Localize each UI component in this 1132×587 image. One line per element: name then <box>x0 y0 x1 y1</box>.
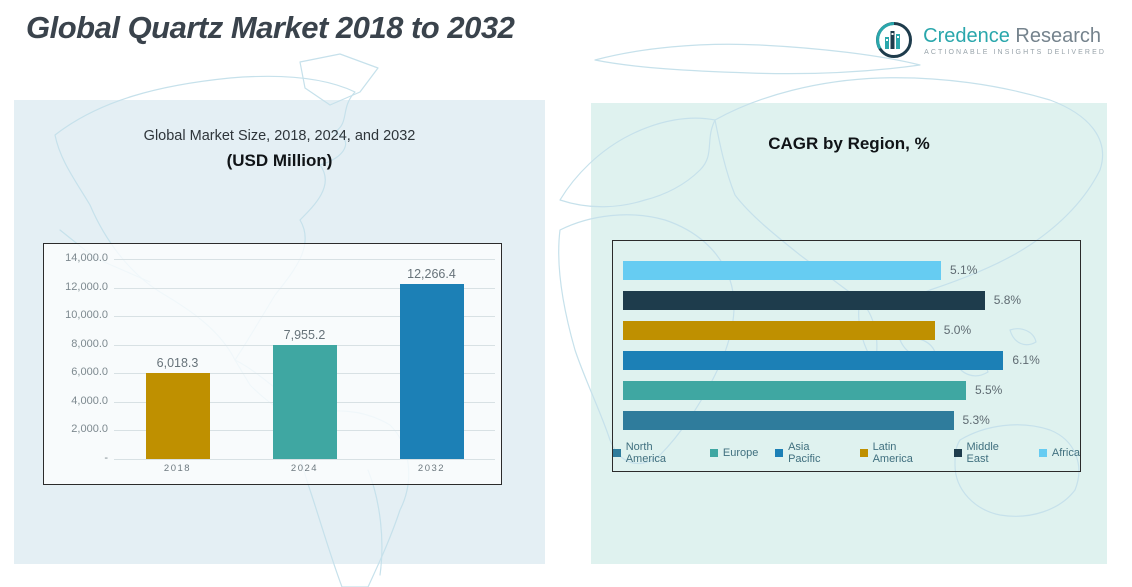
legend-label: Africa <box>1051 447 1080 459</box>
legend-swatch <box>613 449 621 457</box>
bar-row-africa: 5.1% <box>623 255 1072 285</box>
legend-label: Asia Pacific <box>788 441 821 465</box>
bar-asia-pacific <box>623 350 1004 370</box>
legend-swatch <box>709 449 718 457</box>
logo-tagline: ACTIONABLE INSIGHTS DELIVERED <box>924 48 1106 56</box>
cagr-by-region-chart: 5.1% 5.8% 5.0% 6.1% 5.5% 5.3% North America Eu… <box>612 240 1081 472</box>
legend-swatch <box>859 449 868 457</box>
bar-column-2018: 6,018.3 <box>114 259 241 459</box>
logo-brand-secondary: Research <box>1015 24 1102 47</box>
legend-label: Middle East <box>966 441 999 465</box>
bars-area: 6,018.3 7,955.2 12,266.4 <box>114 259 495 459</box>
x-axis-tick-label: 2018 <box>163 463 192 474</box>
y-axis-tick-label: 12,000.0 <box>65 280 108 293</box>
left-chart-title-line2: (USD Million) <box>226 151 333 170</box>
logo-text: Credence Research ACTIONABLE INSIGHTS DE… <box>923 25 1106 56</box>
page-title: Global Quartz Market 2018 to 2032 <box>26 10 515 45</box>
bar-row-middle-east: 5.8% <box>623 285 1072 315</box>
bar-2024 <box>272 345 337 459</box>
credence-research-logo: Credence Research ACTIONABLE INSIGHTS DE… <box>874 20 1106 60</box>
legend-swatch <box>1038 449 1047 457</box>
bar-row-latin-america: 5.0% <box>623 315 1072 345</box>
legend-label: North America <box>625 441 667 465</box>
logo-buildings-icon <box>876 22 913 58</box>
right-chart-title: CAGR by Region, % <box>768 134 930 153</box>
right-chart-rows: 5.1% 5.8% 5.0% 6.1% 5.5% 5.3% <box>623 255 1072 435</box>
bar-column-2024: 7,955.2 <box>241 259 368 459</box>
legend-item-africa: Africa <box>1038 447 1080 459</box>
legend-label: Latin America <box>872 441 913 465</box>
x-axis: 2018 2024 2032 <box>114 463 495 474</box>
bar-2032 <box>399 284 464 459</box>
legend-item-asia-pacific: Asia Pacific <box>775 441 842 465</box>
logo-brand-primary: Credence <box>923 24 1010 47</box>
bar-value-label: 5.5% <box>974 383 1003 397</box>
bar-middle-east <box>623 290 985 310</box>
bar-row-asia-pacific: 6.1% <box>623 345 1072 375</box>
y-axis-tick-label: 2,000.0 <box>71 423 108 436</box>
right-chart-legend: North America Europe Asia Pacific Latin Ame… <box>613 441 1080 465</box>
legend-item-middle-east: Middle East <box>953 441 1022 465</box>
bar-europe <box>623 380 966 400</box>
legend-label: Europe <box>722 447 759 459</box>
y-axis-tick-label: 4,000.0 <box>71 394 108 407</box>
bar-value-label: 7,955.2 <box>283 328 326 342</box>
left-chart-plot: 14,000.0 12,000.0 10,000.0 8,000.0 6,000.0 4,… <box>44 244 501 484</box>
legend-item-latin-america: Latin America <box>859 441 937 465</box>
market-size-chart: 14,000.0 12,000.0 10,000.0 8,000.0 6,000.0 4,… <box>43 243 502 485</box>
y-axis-tick-label: 10,000.0 <box>65 309 108 322</box>
bar-column-2032: 12,266.4 <box>368 259 495 459</box>
left-chart-title-line1: Global Market Size, 2018, 2024, and 2032 <box>143 128 416 144</box>
legend-item-north-america: North America <box>613 441 693 465</box>
bar-value-label: 12,266.4 <box>407 267 456 281</box>
legend-swatch <box>775 449 784 457</box>
legend-swatch <box>953 449 962 457</box>
y-axis-tick-label: 6,000.0 <box>71 366 108 379</box>
y-axis-tick-label: 8,000.0 <box>71 337 108 350</box>
bar-row-north-america: 5.3% <box>623 405 1072 435</box>
x-axis-tick-label: 2032 <box>417 463 446 474</box>
logo-brand-name: Credence Research <box>923 25 1106 47</box>
bar-value-label: 5.0% <box>943 323 972 337</box>
y-axis-tick-label: 14,000.0 <box>65 252 108 264</box>
gridline <box>114 459 495 460</box>
bar-value-label: 6.1% <box>1012 353 1040 367</box>
legend-item-europe: Europe <box>709 447 759 459</box>
bar-2018 <box>145 373 210 459</box>
x-axis-tick-label: 2024 <box>290 463 319 474</box>
bar-africa <box>623 260 942 280</box>
bar-latin-america <box>623 320 935 340</box>
bar-value-label: 6,018.3 <box>156 356 199 370</box>
left-chart-title: Global Market Size, 2018, 2024, and 2032… <box>14 128 545 171</box>
bar-row-europe: 5.5% <box>623 375 1072 405</box>
y-axis-tick-label: - <box>104 452 108 464</box>
bar-value-label: 5.3% <box>962 413 990 427</box>
bar-north-america <box>623 410 954 430</box>
bar-value-label: 5.8% <box>993 293 1022 307</box>
bar-value-label: 5.1% <box>950 263 978 277</box>
